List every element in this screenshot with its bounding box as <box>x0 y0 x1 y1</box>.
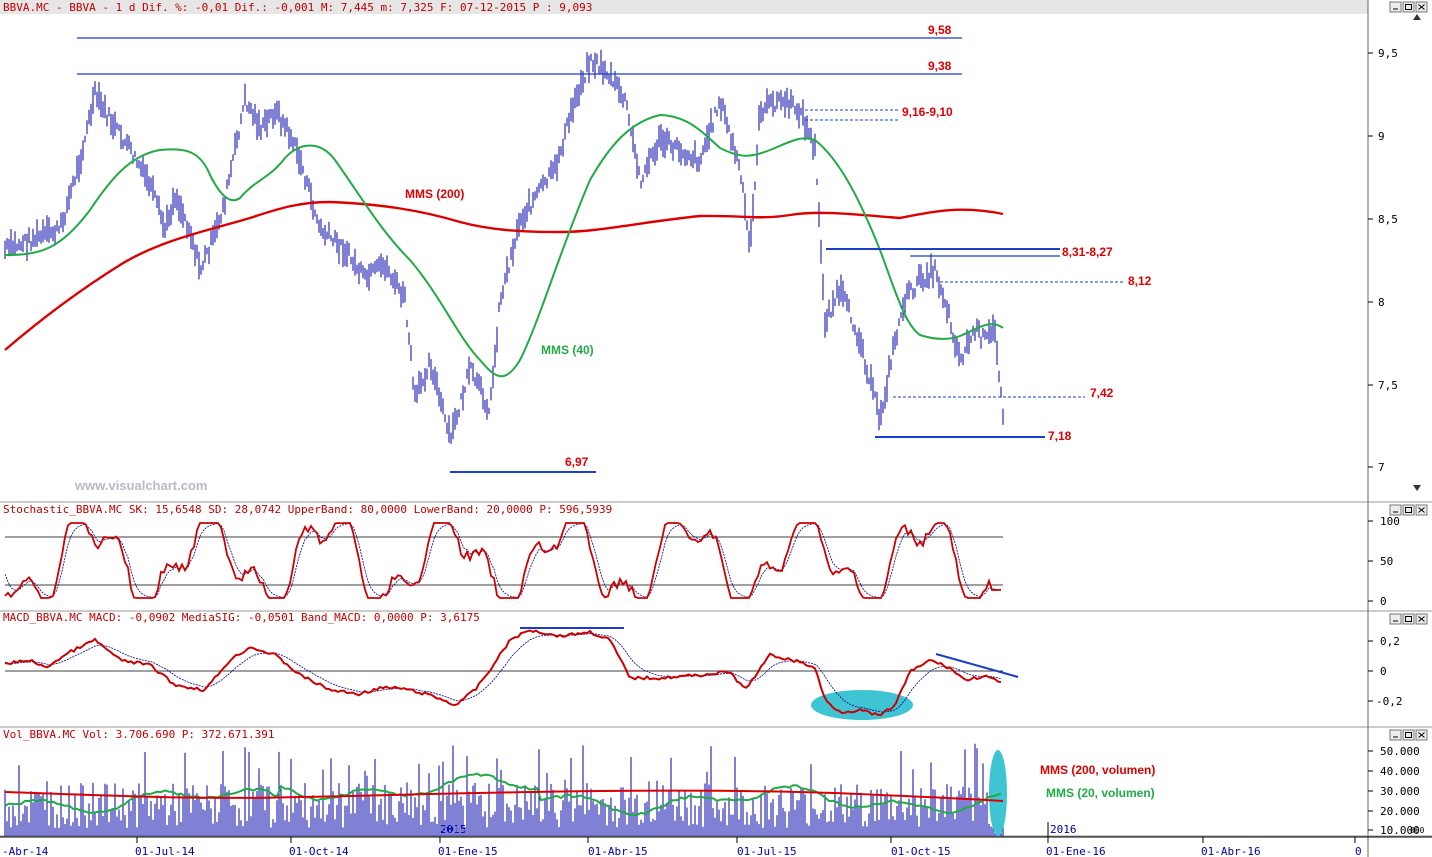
volume-y-tick: 40.000 <box>1380 765 1420 778</box>
level-label: 7,42 <box>1090 386 1114 400</box>
macd-divergence-trendline <box>935 653 1019 678</box>
price-y-ticks: 9,5 9 8,5 8 7,5 7 <box>1368 47 1398 474</box>
x-tick-label: 01-Oct-14 <box>289 845 349 857</box>
price-y-tick: 8,5 <box>1378 213 1398 226</box>
macd-window-buttons[interactable] <box>1389 613 1428 625</box>
scroll-down-icon[interactable] <box>1413 485 1421 491</box>
volume-corner-label: 000 <box>1410 826 1425 835</box>
maximize-button[interactable] <box>1402 729 1415 741</box>
volume-y-tick: 20.000 <box>1380 805 1420 818</box>
minimize-button[interactable] <box>1389 1 1402 13</box>
minimize-button[interactable] <box>1389 613 1402 625</box>
level-label: 9,58 <box>928 23 952 37</box>
volume-y-ticks: 50.000 40.000 30.000 20.000 10.000 <box>1368 745 1420 837</box>
volume-y-tick: 50.000 <box>1380 745 1420 758</box>
mms200-line <box>4 200 1004 351</box>
stoch-sd-line <box>4 523 1002 599</box>
price-bars <box>4 49 1004 444</box>
mms40-line <box>4 113 1004 378</box>
volume-mms200-line <box>4 789 1004 802</box>
x-tick-label: 01-Ene-16 <box>1046 845 1106 857</box>
stoch-window-buttons[interactable] <box>1389 504 1428 516</box>
volume-bars <box>4 743 1004 836</box>
level-labels: 9,58 9,38 9,16-9,10 8,31-8,27 8,12 7,42 … <box>405 23 1152 469</box>
macd-highlight-ellipse <box>811 690 913 720</box>
x-tick-label: 0 <box>1355 845 1362 857</box>
macd-y-tick: -0,2 <box>1376 695 1403 708</box>
macd-y-tick: 0,2 <box>1380 635 1400 648</box>
stoch-sk-line <box>4 522 1001 599</box>
mms40-label: MMS (40) <box>541 343 594 357</box>
level-label: 7,18 <box>1048 429 1072 443</box>
level-label: 9,16-9,10 <box>902 105 953 119</box>
stoch-header: Stochastic_BBVA.MC SK: 15,6548 SD: 28,07… <box>3 503 612 516</box>
x-tick-label: -Abr-14 <box>2 845 49 857</box>
volume-window-buttons[interactable] <box>1389 729 1428 741</box>
macd-line <box>4 629 1002 717</box>
macd-y-ticks: 0,2 0 -0,2 <box>1368 635 1403 708</box>
level-label: 8,31-8,27 <box>1062 245 1113 259</box>
price-window-buttons[interactable] <box>1389 1 1428 13</box>
stoch-y-tick: 100 <box>1380 515 1400 528</box>
volume-mms20-label: MMS (20, volumen) <box>1046 786 1155 800</box>
scroll-up-icon[interactable] <box>1413 14 1421 20</box>
mms200-label: MMS (200) <box>405 187 464 201</box>
volume-mms200-label: MMS (200, volumen) <box>1040 763 1155 777</box>
price-y-tick: 7,5 <box>1378 379 1398 392</box>
maximize-button[interactable] <box>1402 613 1415 625</box>
stoch-y-tick: 50 <box>1380 555 1393 568</box>
macd-signal-line <box>5 633 1002 713</box>
macd-header: MACD_BBVA.MC MACD: -0,0902 MediaSIG: -0,… <box>3 611 480 624</box>
maximize-button[interactable] <box>1402 504 1415 516</box>
minimize-button[interactable] <box>1389 729 1402 741</box>
x-tick-label: 01-Abr-15 <box>588 845 648 857</box>
volume-y-tick: 10.000 <box>1380 824 1420 837</box>
year-mark-2016: 2016 <box>1050 823 1077 836</box>
price-y-tick: 9,5 <box>1378 47 1398 60</box>
level-lines <box>77 37 1125 473</box>
maximize-button[interactable] <box>1402 1 1415 13</box>
price-y-tick: 8 <box>1378 296 1385 309</box>
volume-highlight-ellipse <box>989 750 1007 836</box>
stoch-title-bar <box>0 502 1368 516</box>
minimize-button[interactable] <box>1389 504 1402 516</box>
x-tick-label: 01-Oct-15 <box>891 845 951 857</box>
level-label: 9,38 <box>928 59 952 73</box>
x-tick-label: 01-Jul-14 <box>135 845 195 857</box>
watermark: www.visualchart.com <box>74 478 207 493</box>
price-y-tick: 7 <box>1378 461 1385 474</box>
price-header: BBVA.MC - BBVA - 1 d Dif. %: -0,01 Dif.:… <box>3 1 592 14</box>
x-tick-label: 01-Jul-15 <box>737 845 797 857</box>
stoch-y-tick: 0 <box>1380 595 1387 608</box>
year-mark-2015: 2015 <box>440 823 467 836</box>
level-label: 6,97 <box>565 455 589 469</box>
volume-mms20-line <box>4 772 1002 817</box>
volume-y-tick: 30.000 <box>1380 785 1420 798</box>
volume-header: Vol_BBVA.MC Vol: 3.706.690 P: 372.671.39… <box>3 728 275 741</box>
x-tick-label: 01-Ene-15 <box>438 845 498 857</box>
price-title-bar <box>0 0 1368 14</box>
price-y-tick: 9 <box>1378 130 1385 143</box>
stoch-y-ticks: 100 50 0 <box>1368 515 1400 608</box>
macd-y-tick: 0 <box>1380 665 1387 678</box>
x-axis: -Abr-14 01-Jul-14 01-Oct-14 01-Ene-15 01… <box>0 822 1432 857</box>
x-tick-label: 01-Abr-16 <box>1201 845 1261 857</box>
level-label: 8,12 <box>1128 274 1152 288</box>
